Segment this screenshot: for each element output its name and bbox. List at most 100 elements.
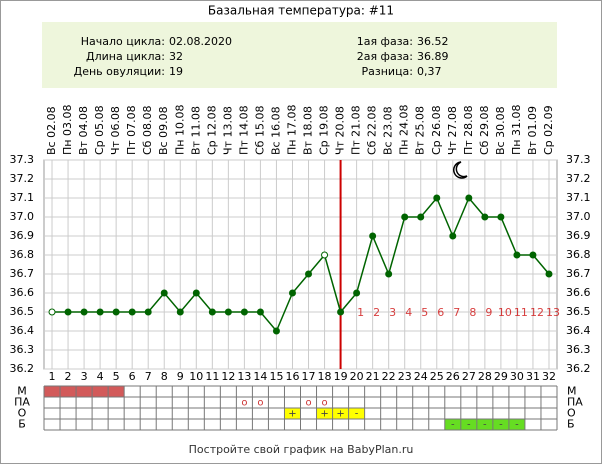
temperature-point bbox=[192, 289, 200, 297]
temperature-point bbox=[401, 213, 409, 221]
info-value: 36.52 bbox=[417, 35, 449, 48]
temperature-point bbox=[80, 308, 88, 316]
day-number: 18 bbox=[318, 370, 332, 383]
temperature-point bbox=[465, 194, 473, 202]
y-tick-label: 36.7 bbox=[10, 267, 35, 280]
day-number: 30 bbox=[510, 370, 524, 383]
temperature-point bbox=[321, 251, 329, 259]
luteal-day: 3 bbox=[389, 306, 396, 319]
temperature-point bbox=[256, 308, 264, 316]
temperature-point bbox=[144, 308, 152, 316]
row-cell bbox=[108, 386, 125, 397]
row-cell bbox=[60, 386, 77, 397]
date-label: Пт 21.08 bbox=[350, 105, 363, 155]
y-tick-label: 37.0 bbox=[10, 210, 35, 223]
date-label: Вт 01.09 bbox=[526, 106, 539, 155]
row-mark: o bbox=[257, 398, 263, 409]
luteal-day: 12 bbox=[530, 306, 544, 319]
day-number: 10 bbox=[189, 370, 203, 383]
luteal-day: 10 bbox=[498, 306, 512, 319]
row-mark: o bbox=[321, 398, 327, 409]
y-tick-label-right: 36.6 bbox=[566, 286, 591, 299]
date-label: Ср 05.08 bbox=[93, 105, 106, 155]
date-label: Пн 24.08 bbox=[398, 105, 411, 155]
day-number: 25 bbox=[430, 370, 444, 383]
date-label: Вт 25.08 bbox=[414, 106, 427, 155]
day-number: 15 bbox=[269, 370, 283, 383]
date-label: Вт 18.08 bbox=[302, 106, 315, 155]
temperature-point bbox=[545, 270, 553, 278]
row-label-right: Б bbox=[567, 418, 575, 431]
row-cell bbox=[76, 386, 93, 397]
moon-icon bbox=[453, 161, 468, 179]
row-cell bbox=[492, 419, 509, 430]
date-label: Чт 27.08 bbox=[446, 106, 459, 155]
y-tick-label-right: 36.9 bbox=[566, 229, 591, 242]
temperature-point bbox=[240, 308, 248, 316]
row-label: О bbox=[18, 407, 27, 420]
row-mark: o bbox=[241, 398, 247, 409]
date-label: Сб 08.08 bbox=[141, 106, 154, 155]
temperature-point bbox=[160, 289, 168, 297]
temperature-point bbox=[481, 213, 489, 221]
date-label: Сб 22.08 bbox=[366, 106, 379, 155]
day-number: 17 bbox=[302, 370, 316, 383]
date-label: Вт 11.08 bbox=[189, 106, 202, 155]
y-tick-label: 36.5 bbox=[10, 305, 35, 318]
date-label: Ср 26.08 bbox=[430, 105, 443, 155]
date-label: Ср 12.08 bbox=[205, 105, 218, 155]
temperature-point bbox=[176, 308, 184, 316]
y-tick-label-right: 36.2 bbox=[566, 362, 591, 375]
row-mark: - bbox=[451, 420, 455, 431]
day-number: 12 bbox=[221, 370, 235, 383]
y-tick-label-right: 36.4 bbox=[566, 324, 591, 337]
info-label: 1ая фаза: bbox=[357, 35, 413, 48]
row-mark: + bbox=[336, 409, 344, 420]
temperature-point bbox=[353, 289, 361, 297]
date-label: Вс 02.08 bbox=[45, 106, 58, 155]
temperature-point bbox=[112, 308, 120, 316]
y-tick-label-right: 37.1 bbox=[566, 191, 591, 204]
date-label: Пт 14.08 bbox=[237, 105, 250, 155]
date-label: Чт 06.08 bbox=[109, 106, 122, 155]
row-label: ПА bbox=[14, 396, 30, 409]
date-label: Вс 30.08 bbox=[494, 106, 507, 155]
y-tick-label-right: 36.3 bbox=[566, 343, 591, 356]
row-mark: - bbox=[355, 409, 359, 420]
info-label: Разница: bbox=[362, 65, 414, 78]
y-tick-label-right: 36.7 bbox=[566, 267, 591, 280]
row-mark: - bbox=[467, 420, 471, 431]
row-cell bbox=[332, 408, 349, 419]
info-label: День овуляции: bbox=[74, 65, 165, 78]
day-number: 14 bbox=[253, 370, 267, 383]
day-number: 19 bbox=[334, 370, 348, 383]
y-tick-label: 36.9 bbox=[10, 229, 35, 242]
row-label: Б bbox=[18, 418, 26, 431]
info-value: 36.89 bbox=[417, 50, 449, 63]
date-label: Вс 23.08 bbox=[382, 106, 395, 155]
day-number: 21 bbox=[366, 370, 380, 383]
y-tick-label-right: 37.2 bbox=[566, 172, 591, 185]
day-number: 6 bbox=[129, 370, 136, 383]
luteal-day: 2 bbox=[373, 306, 380, 319]
row-cell bbox=[284, 408, 301, 419]
row-cell bbox=[44, 386, 61, 397]
y-tick-label-right: 36.5 bbox=[566, 305, 591, 318]
y-tick-label: 37.1 bbox=[10, 191, 35, 204]
temperature-point bbox=[305, 270, 313, 278]
temperature-point bbox=[208, 308, 216, 316]
luteal-day: 8 bbox=[469, 306, 476, 319]
date-label: Чт 13.08 bbox=[221, 106, 234, 155]
info-label: Длина цикла: bbox=[86, 50, 165, 63]
row-cell bbox=[444, 419, 461, 430]
row-label-right: М bbox=[567, 385, 577, 398]
date-label: Вт 04.08 bbox=[77, 106, 90, 155]
row-cell bbox=[508, 419, 525, 430]
info-label: 2ая фаза: bbox=[357, 50, 413, 63]
day-number: 31 bbox=[526, 370, 540, 383]
temperature-point bbox=[433, 194, 441, 202]
y-tick-label: 37.3 bbox=[10, 153, 35, 166]
temperature-point bbox=[64, 308, 72, 316]
day-number: 23 bbox=[398, 370, 412, 383]
